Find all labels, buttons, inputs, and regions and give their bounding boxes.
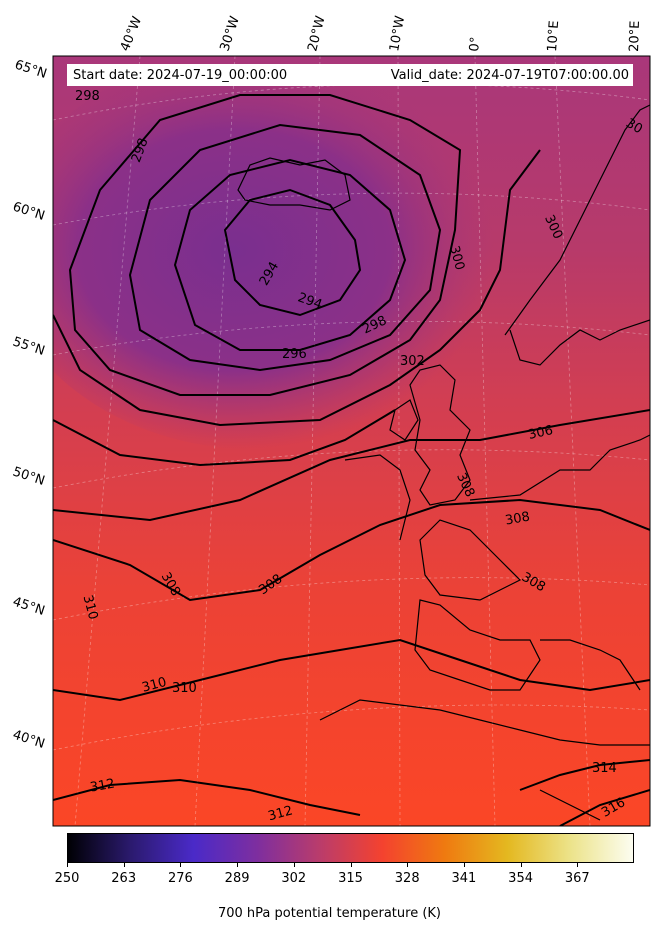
contour-label: 306 — [527, 423, 554, 443]
lon-label: 10°E — [545, 20, 562, 52]
colorbar-tick-label: 328 — [394, 871, 420, 886]
lon-label: 20°W — [305, 14, 328, 53]
colorbar-tick — [520, 863, 522, 867]
colorbar-tick-label: 302 — [281, 871, 307, 886]
contour-label: 312 — [89, 777, 116, 796]
colorbar-tick-label: 276 — [167, 871, 193, 886]
lon-label: 20°E — [627, 20, 643, 52]
colorbar-tick — [237, 863, 239, 867]
contour-label: 314 — [592, 761, 617, 776]
contour-label: 302 — [400, 354, 425, 369]
contour-label: 310 — [172, 681, 197, 696]
colorbar-tick-label: 289 — [224, 871, 250, 886]
longitude-labels: 40°W 30°W 20°W 10°W 0° 10°E 20°E — [118, 14, 643, 53]
contour-label: 312 — [267, 803, 295, 824]
colorbar-title: 700 hPa potential temperature (K) — [217, 906, 441, 921]
colorbar — [67, 833, 634, 863]
contour-label: 300 — [446, 244, 467, 272]
map-frame — [52, 55, 651, 827]
latitude-labels: 65°N 60°N 55°N 50°N 45°N 40°N — [11, 58, 49, 752]
contour-label: 310 — [140, 675, 168, 696]
lat-label: 45°N — [11, 595, 47, 619]
lon-label: 10°W — [387, 15, 408, 53]
start-date-label: Start date: 2024-07-19_00:00:00 — [73, 67, 288, 83]
contour-label: 298 — [75, 89, 100, 104]
colorbar-tick — [67, 863, 68, 867]
valid-date-label: Valid_date: 2024-07-19T07:00:00.00 — [390, 67, 629, 83]
colorbar-tick — [180, 863, 182, 867]
lon-label: 40°W — [118, 14, 145, 53]
contour-label: 296 — [282, 347, 307, 362]
colorbar-ticks: 250 263 276 289 302 315 328 341 354 367 — [0, 863, 659, 893]
lat-label: 50°N — [11, 465, 47, 489]
colorbar-tick-label: 250 — [54, 871, 80, 886]
lat-label: 55°N — [11, 335, 47, 359]
isentropes — [53, 94, 650, 826]
colorbar-tick — [123, 863, 125, 867]
lon-label: 0° — [467, 36, 483, 52]
coastlines — [237, 104, 650, 821]
colorbar-tick — [350, 863, 352, 867]
colorbar-tick — [407, 863, 409, 867]
cold-core-region — [53, 56, 520, 450]
colorbar-tick — [463, 863, 465, 867]
lat-label: 60°N — [11, 200, 47, 224]
colorbar-tick-label: 367 — [564, 871, 590, 886]
contour-label: 308 — [504, 510, 531, 529]
contour-label: 30 — [623, 116, 645, 137]
lon-label: 30°W — [218, 14, 243, 53]
lat-label: 40°N — [11, 728, 47, 752]
contour-label: 310 — [79, 594, 100, 622]
colorbar-tick — [293, 863, 295, 867]
colorbar-tick-label: 341 — [451, 871, 477, 886]
colorbar-tick-label: 354 — [508, 871, 534, 886]
lat-label: 65°N — [13, 58, 49, 82]
colorbar-tick-label: 263 — [111, 871, 137, 886]
colorbar-tick-label: 315 — [338, 871, 363, 886]
date-header: Start date: 2024-07-19_00:00:00 Valid_da… — [67, 64, 633, 86]
colorbar-tick — [577, 863, 579, 867]
